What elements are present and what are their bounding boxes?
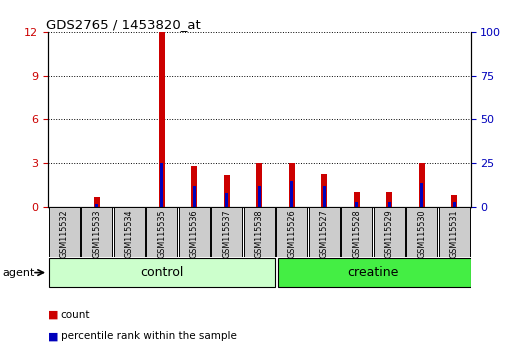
Bar	[386, 193, 391, 207]
Bar	[178, 207, 210, 257]
Bar	[308, 207, 339, 257]
Text: agent: agent	[3, 268, 35, 278]
Bar	[146, 207, 177, 257]
Text: GSM115529: GSM115529	[384, 210, 393, 258]
Bar	[243, 207, 274, 257]
Bar	[288, 163, 294, 207]
Text: GSM115534: GSM115534	[125, 210, 133, 258]
Bar	[159, 32, 165, 207]
Text: ■: ■	[48, 310, 59, 320]
Bar	[355, 202, 358, 207]
Bar	[257, 186, 261, 207]
Text: GSM115526: GSM115526	[287, 210, 296, 258]
Bar	[114, 207, 144, 257]
Bar	[353, 193, 359, 207]
Text: GSM115530: GSM115530	[417, 210, 426, 258]
Bar	[48, 258, 274, 287]
Text: percentile rank within the sample: percentile rank within the sample	[61, 331, 236, 341]
Bar	[438, 207, 469, 257]
Bar	[95, 204, 98, 207]
Bar	[321, 173, 327, 207]
Text: GSM115533: GSM115533	[92, 210, 101, 258]
Text: GDS2765 / 1453820_at: GDS2765 / 1453820_at	[46, 18, 200, 31]
Bar	[211, 207, 242, 257]
Bar	[452, 202, 455, 207]
Text: ■: ■	[48, 331, 59, 341]
Text: GSM115537: GSM115537	[222, 210, 231, 258]
Bar	[160, 163, 163, 207]
Text: GSM115531: GSM115531	[449, 210, 458, 258]
Bar	[225, 193, 228, 207]
Text: count: count	[61, 310, 90, 320]
Text: control: control	[140, 266, 183, 279]
Bar	[406, 207, 436, 257]
Bar	[48, 207, 80, 257]
Bar	[277, 258, 470, 287]
Text: GSM115532: GSM115532	[60, 210, 69, 258]
Text: GSM115538: GSM115538	[255, 210, 263, 258]
Bar	[256, 163, 262, 207]
Text: GSM115528: GSM115528	[351, 210, 361, 258]
Bar	[81, 207, 112, 257]
Bar	[94, 197, 99, 207]
Text: GSM115527: GSM115527	[319, 210, 328, 258]
Bar	[290, 181, 293, 207]
Bar	[223, 175, 229, 207]
Text: GSM115536: GSM115536	[189, 210, 198, 258]
Bar	[418, 163, 424, 207]
Bar	[373, 207, 404, 257]
Bar	[276, 207, 307, 257]
Bar	[340, 207, 372, 257]
Text: creatine: creatine	[347, 266, 398, 279]
Bar	[450, 195, 457, 207]
Bar	[387, 202, 390, 207]
Bar	[322, 186, 325, 207]
Bar	[419, 183, 423, 207]
Bar	[191, 166, 197, 207]
Bar	[192, 186, 195, 207]
Text: GSM115535: GSM115535	[157, 210, 166, 258]
